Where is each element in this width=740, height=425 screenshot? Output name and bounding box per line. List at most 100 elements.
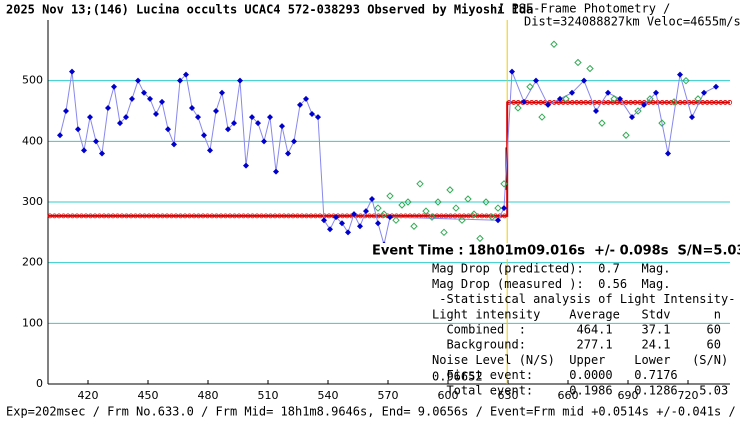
data-point	[117, 120, 123, 127]
data-point	[658, 119, 666, 127]
chart-title: 2025 Nov 13;(146) Lucina occults UCAC4 5…	[6, 3, 533, 17]
model-dot	[272, 213, 278, 219]
model-dot	[286, 213, 291, 219]
model-dot	[200, 213, 206, 219]
x-tick-label: 690	[618, 389, 639, 402]
data-point	[598, 119, 606, 127]
model-dot	[47, 213, 53, 219]
model-dot	[578, 100, 584, 105]
data-point	[345, 229, 351, 236]
data-point	[500, 180, 508, 188]
data-point	[374, 204, 382, 212]
model-dot	[488, 213, 494, 219]
data-point	[333, 214, 339, 221]
model-dot	[668, 100, 674, 105]
model-dot	[452, 213, 458, 219]
data-point	[617, 95, 623, 102]
model-dot	[686, 100, 692, 105]
model-dot	[236, 213, 242, 219]
model-dot	[56, 213, 62, 219]
annotation: Light intensity Average Stdv n	[432, 307, 721, 321]
model-dot	[358, 213, 363, 219]
data-point	[404, 198, 412, 206]
data-point	[93, 138, 99, 145]
data-point	[297, 101, 303, 108]
model-dot	[502, 213, 507, 219]
data-point	[375, 220, 381, 227]
model-dot	[245, 213, 251, 219]
data-point	[303, 95, 309, 102]
model-dot	[713, 100, 719, 105]
data-point	[207, 147, 213, 154]
data-point	[357, 223, 363, 230]
annotations: Event Time : 18h01m09.016s +/- 0.098s S/…	[370, 243, 740, 397]
data-point	[514, 104, 522, 112]
data-point	[87, 114, 93, 121]
annotation: Mag Drop (predicted): 0.7 Mag.	[432, 262, 670, 276]
model-dot	[65, 213, 71, 219]
model-dot	[290, 213, 296, 219]
data-point	[279, 123, 285, 130]
model-dot	[533, 100, 539, 105]
model-dot	[223, 213, 228, 219]
model-dot	[659, 100, 665, 105]
data-point	[622, 131, 630, 139]
plot-area	[47, 20, 733, 385]
model-dot	[254, 213, 260, 219]
data-point	[494, 204, 502, 212]
data-point	[526, 83, 534, 91]
data-point	[646, 95, 654, 103]
data-point	[713, 83, 719, 90]
model-dot	[209, 213, 215, 219]
y-tick-label: 100	[22, 316, 43, 329]
x-tick-label: 450	[138, 389, 159, 402]
x-tick-label: 540	[318, 389, 339, 402]
model-dot	[169, 213, 174, 219]
series-line	[59, 71, 717, 245]
model-dot	[308, 213, 314, 219]
model-dot	[344, 213, 350, 219]
model-dot	[340, 213, 345, 219]
model-dot	[718, 100, 724, 105]
model-dot	[466, 213, 471, 219]
model-dot	[583, 100, 589, 105]
model-dot	[146, 213, 152, 219]
data-point	[476, 234, 484, 243]
data-point	[509, 68, 515, 75]
model-dot	[497, 213, 503, 219]
x-tick-label: 510	[258, 389, 279, 402]
data-point	[574, 58, 582, 67]
data-point	[105, 104, 111, 111]
model-dot	[632, 100, 638, 105]
annotation: Combined : 464.1 37.1 60	[432, 323, 721, 337]
annotation: Total event: 0.1986 0.1286 5.03	[432, 383, 728, 397]
data-point	[231, 120, 237, 127]
data-point	[171, 141, 177, 148]
model-dot	[196, 213, 201, 219]
data-point	[670, 98, 678, 106]
model-dot	[110, 213, 116, 219]
data-point	[446, 186, 454, 194]
data-point	[434, 198, 442, 206]
data-point	[557, 95, 563, 102]
data-point	[111, 83, 117, 90]
data-point	[689, 114, 695, 121]
model-dot	[461, 213, 467, 219]
data-point	[135, 77, 141, 84]
data-point	[237, 77, 243, 84]
data-point	[267, 114, 273, 121]
model-dot	[187, 213, 192, 219]
y-tick-label: 0	[36, 377, 43, 390]
data-point	[533, 77, 539, 84]
data-point	[63, 108, 69, 114]
model-dot	[151, 213, 156, 219]
model-dot	[727, 100, 733, 105]
data-point	[521, 98, 527, 105]
model-dot	[79, 213, 84, 219]
model-dot	[227, 213, 233, 219]
data-point	[123, 114, 129, 121]
model-dot	[241, 213, 246, 219]
model-dot	[295, 213, 300, 219]
